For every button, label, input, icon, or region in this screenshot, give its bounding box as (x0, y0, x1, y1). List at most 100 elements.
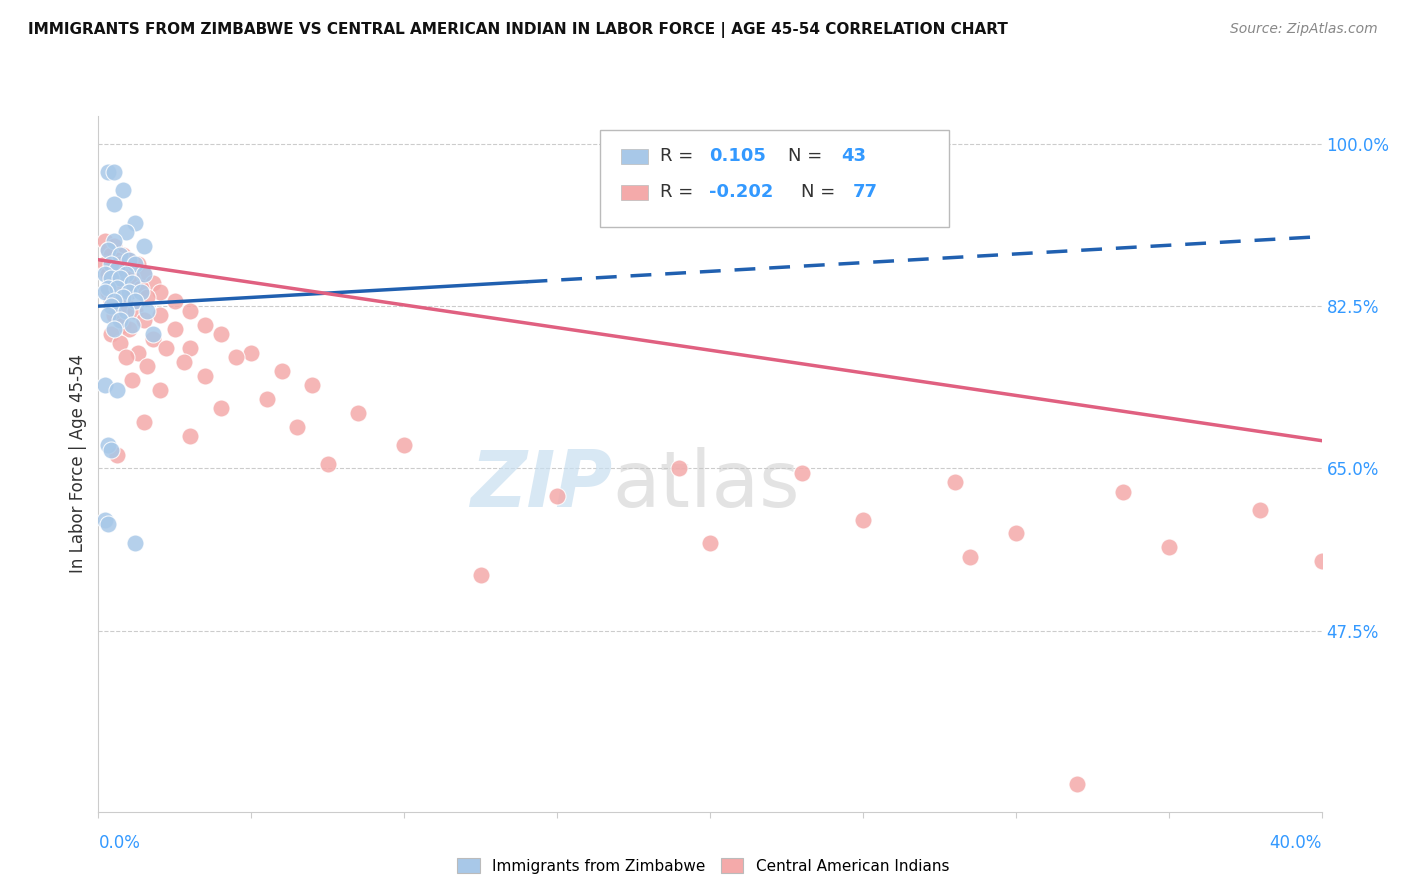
Text: R =: R = (659, 147, 699, 165)
Point (163, 322, 186, 336)
Point (111, 248, 134, 262)
Point (470, 568, 492, 582)
Point (118, 252, 141, 267)
Point (301, 378, 323, 392)
Point (121, 373, 143, 387)
Point (105, 280, 128, 294)
Point (103, 294, 125, 309)
Point (392, 438, 416, 452)
Point (115, 299, 138, 313)
Point (270, 364, 294, 378)
Point (108, 271, 131, 285)
Point (108, 248, 131, 262)
Point (115, 303, 138, 318)
Point (103, 276, 125, 290)
Point (155, 341, 177, 355)
Point (103, 197, 125, 211)
Point (105, 290, 128, 304)
Point (129, 285, 152, 300)
Point (225, 350, 247, 364)
Text: 77: 77 (853, 184, 879, 202)
Point (100, 299, 122, 313)
Point (118, 285, 141, 300)
Point (136, 290, 159, 304)
Text: 43: 43 (841, 147, 866, 165)
Point (285, 419, 308, 434)
Point (142, 276, 165, 290)
Point (127, 257, 149, 271)
Point (134, 267, 156, 281)
Point (115, 267, 138, 281)
Point (852, 512, 875, 526)
FancyBboxPatch shape (600, 130, 949, 227)
Point (124, 294, 146, 309)
Point (1250, 503, 1272, 517)
Point (121, 318, 143, 332)
Point (111, 290, 134, 304)
Text: N =: N = (800, 184, 841, 202)
Point (97, 285, 120, 300)
Text: atlas: atlas (612, 447, 800, 523)
Point (179, 341, 201, 355)
Point (108, 257, 131, 271)
Point (546, 489, 568, 503)
Point (179, 303, 201, 318)
Point (115, 225, 138, 239)
Point (118, 322, 141, 336)
Point (1157, 541, 1180, 555)
Point (149, 383, 172, 397)
Point (103, 309, 125, 323)
Point (100, 294, 122, 309)
Point (97, 164, 120, 178)
Point (1310, 554, 1333, 568)
Point (111, 280, 134, 294)
Point (97, 244, 120, 258)
Point (121, 276, 143, 290)
Point (209, 326, 232, 341)
Point (240, 345, 263, 359)
Text: IMMIGRANTS FROM ZIMBABWE VS CENTRAL AMERICAN INDIAN IN LABOR FORCE | AGE 45-54 C: IMMIGRANTS FROM ZIMBABWE VS CENTRAL AMER… (28, 22, 1008, 38)
Point (108, 336, 131, 351)
Text: 40.0%: 40.0% (1270, 834, 1322, 852)
Point (103, 239, 125, 253)
Point (142, 332, 165, 346)
Point (136, 303, 159, 318)
Point (118, 252, 141, 267)
Point (209, 401, 232, 416)
Y-axis label: In Labor Force | Age 45-54: In Labor Force | Age 45-54 (69, 354, 87, 574)
Point (100, 442, 122, 457)
FancyBboxPatch shape (620, 149, 648, 164)
Point (959, 549, 981, 564)
Point (93, 378, 115, 392)
Point (134, 267, 156, 281)
Point (149, 309, 172, 323)
Text: 0.105: 0.105 (709, 147, 766, 165)
Point (100, 248, 122, 262)
Point (149, 285, 172, 300)
Point (111, 318, 134, 332)
Point (97, 517, 120, 532)
Point (103, 234, 125, 248)
Point (179, 429, 201, 443)
Point (1004, 526, 1026, 541)
Point (115, 262, 138, 277)
Point (97, 267, 120, 281)
Text: N =: N = (789, 147, 828, 165)
Point (118, 285, 141, 300)
Point (93, 257, 115, 271)
Point (115, 350, 138, 364)
Point (163, 294, 186, 309)
Point (943, 475, 966, 490)
Point (105, 262, 128, 277)
Point (256, 392, 278, 406)
Point (105, 252, 128, 267)
Point (124, 303, 146, 318)
Point (93, 285, 115, 300)
Point (100, 271, 122, 285)
Text: -0.202: -0.202 (709, 184, 773, 202)
Legend: Immigrants from Zimbabwe, Central American Indians: Immigrants from Zimbabwe, Central Americ… (451, 852, 955, 880)
Point (97, 280, 120, 294)
Point (100, 262, 122, 277)
Point (194, 368, 217, 383)
Point (136, 359, 159, 374)
